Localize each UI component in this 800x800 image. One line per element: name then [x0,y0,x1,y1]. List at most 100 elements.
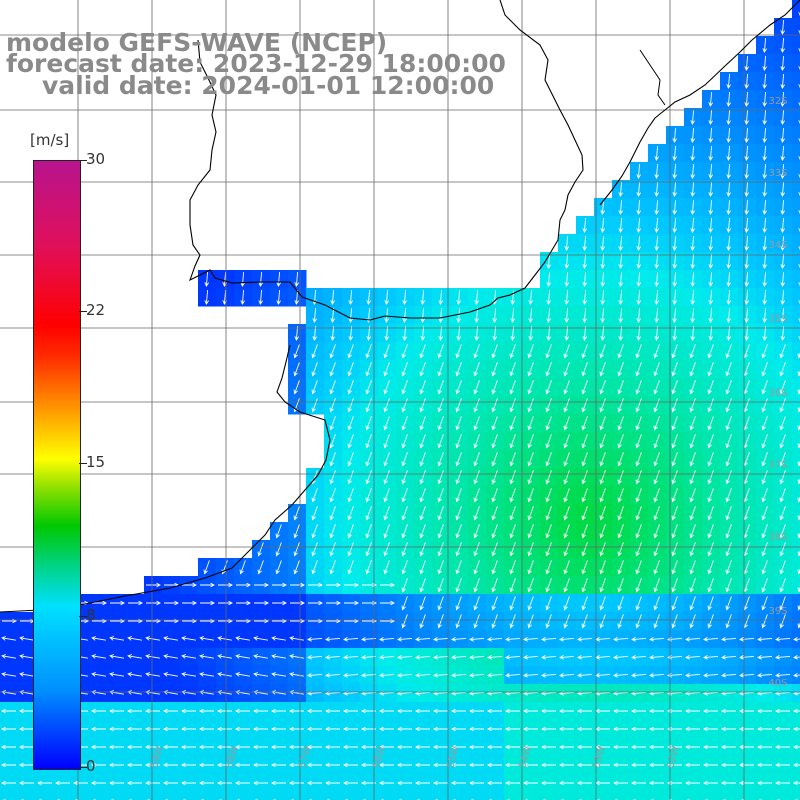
wind-arrow [762,289,767,305]
wind-arrow [703,726,718,732]
wind-arrow [383,560,390,575]
wind-arrow [797,370,800,377]
wind-arrow [383,344,390,359]
wind-arrow [581,596,588,611]
wind-arrow [653,362,660,377]
wind-arrow [798,318,800,323]
wind-arrow [707,560,714,575]
wind-arrow [581,434,588,449]
wind-arrow [581,416,588,431]
wind-arrow [325,744,340,750]
wind-arrow [563,362,570,377]
wind-arrow [455,398,462,413]
wind-arrow [509,542,516,557]
wind-arrow [509,452,516,467]
wind-arrow [401,488,408,503]
wind-arrow [326,582,341,588]
wind-arrow [199,762,214,768]
wind-arrow [19,744,34,750]
wind-arrow [545,470,552,485]
wind-arrow [1,708,16,714]
wind-arrow [523,637,539,642]
wind-arrow [671,470,678,485]
wind-arrow [1,654,16,659]
wind-arrow [545,344,552,359]
wind-arrow [563,452,570,467]
wind-arrow [761,524,768,539]
wind-arrow [473,380,480,395]
colorbar-tick-label: 15 [86,453,106,471]
wind-arrow [347,416,354,431]
wind-arrow [199,726,214,732]
wind-arrow [708,307,713,323]
wind-arrow [401,434,408,449]
wind-arrow [726,91,731,107]
wind-arrow [456,307,461,323]
wind-arrow [523,762,538,768]
wind-arrow [127,672,142,677]
wind-arrow [473,506,480,521]
wind-arrow [690,289,695,305]
wind-arrow [672,163,677,179]
wind-arrow [600,199,605,215]
wind-arrow [577,655,593,660]
wind-arrow [761,434,768,449]
wind-arrow [761,452,768,467]
wind-arrow [671,578,678,593]
wind-arrow [726,235,731,251]
wind-arrow [685,655,701,660]
wind-arrow [19,672,34,677]
wind-cell [234,792,253,800]
wind-arrow [545,398,552,413]
wind-arrow [455,488,462,503]
wind-arrow [780,73,785,89]
wind-arrow [582,289,587,305]
wind-arrow [271,636,286,641]
wind-arrow [343,673,359,678]
wind-arrow [1,762,16,768]
wind-arrow [509,398,516,413]
wind-arrow [491,596,498,611]
wind-arrow [761,488,768,503]
wind-arrow [703,637,719,642]
wind-arrow [235,744,250,750]
wind-arrow [145,654,160,659]
wind-arrow [775,726,790,732]
wind-arrow [491,380,498,395]
wind-arrow [775,637,791,642]
wind-arrow [181,636,196,641]
wind-arrow [451,673,467,678]
wind-arrow [635,470,642,485]
wind-cell [792,576,800,595]
wind-cell [792,324,800,343]
wind-arrow [689,560,696,575]
wind-arrow [473,470,480,485]
wind-arrow [703,744,718,750]
wind-arrow [307,726,322,732]
wind-arrow [690,109,695,125]
wind-arrow [726,163,731,179]
wind-arrow [546,307,551,323]
wind-arrow [761,578,768,593]
wind-arrow [145,708,160,714]
wind-arrow [685,780,700,786]
wind-arrow [779,452,786,467]
wind-arrow [510,307,515,323]
wind-arrow [325,726,340,732]
wind-arrow [613,673,629,678]
wind-arrow [726,109,731,125]
wind-arrow [725,524,732,539]
latitude-label: 33S [768,168,787,179]
wind-arrow [182,600,197,606]
wind-arrow [325,708,340,714]
wind-arrow [455,524,462,539]
wind-cell [432,792,451,800]
title-model: modelo GEFS-WAVE (NCEP) [6,28,388,57]
wind-arrow [599,380,606,395]
wind-arrow [419,596,426,611]
wind-arrow [455,596,462,611]
wind-arrow [236,600,251,606]
wind-cell [792,108,800,127]
wind-arrow [690,235,695,251]
wind-arrow [217,708,232,714]
